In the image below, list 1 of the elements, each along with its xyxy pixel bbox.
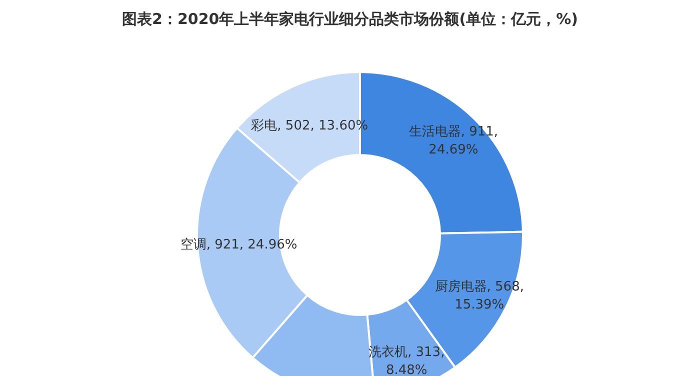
title: 图表2：2020年上半年家电行业细分品类市场份额(单位：亿元，%): [122, 10, 578, 28]
